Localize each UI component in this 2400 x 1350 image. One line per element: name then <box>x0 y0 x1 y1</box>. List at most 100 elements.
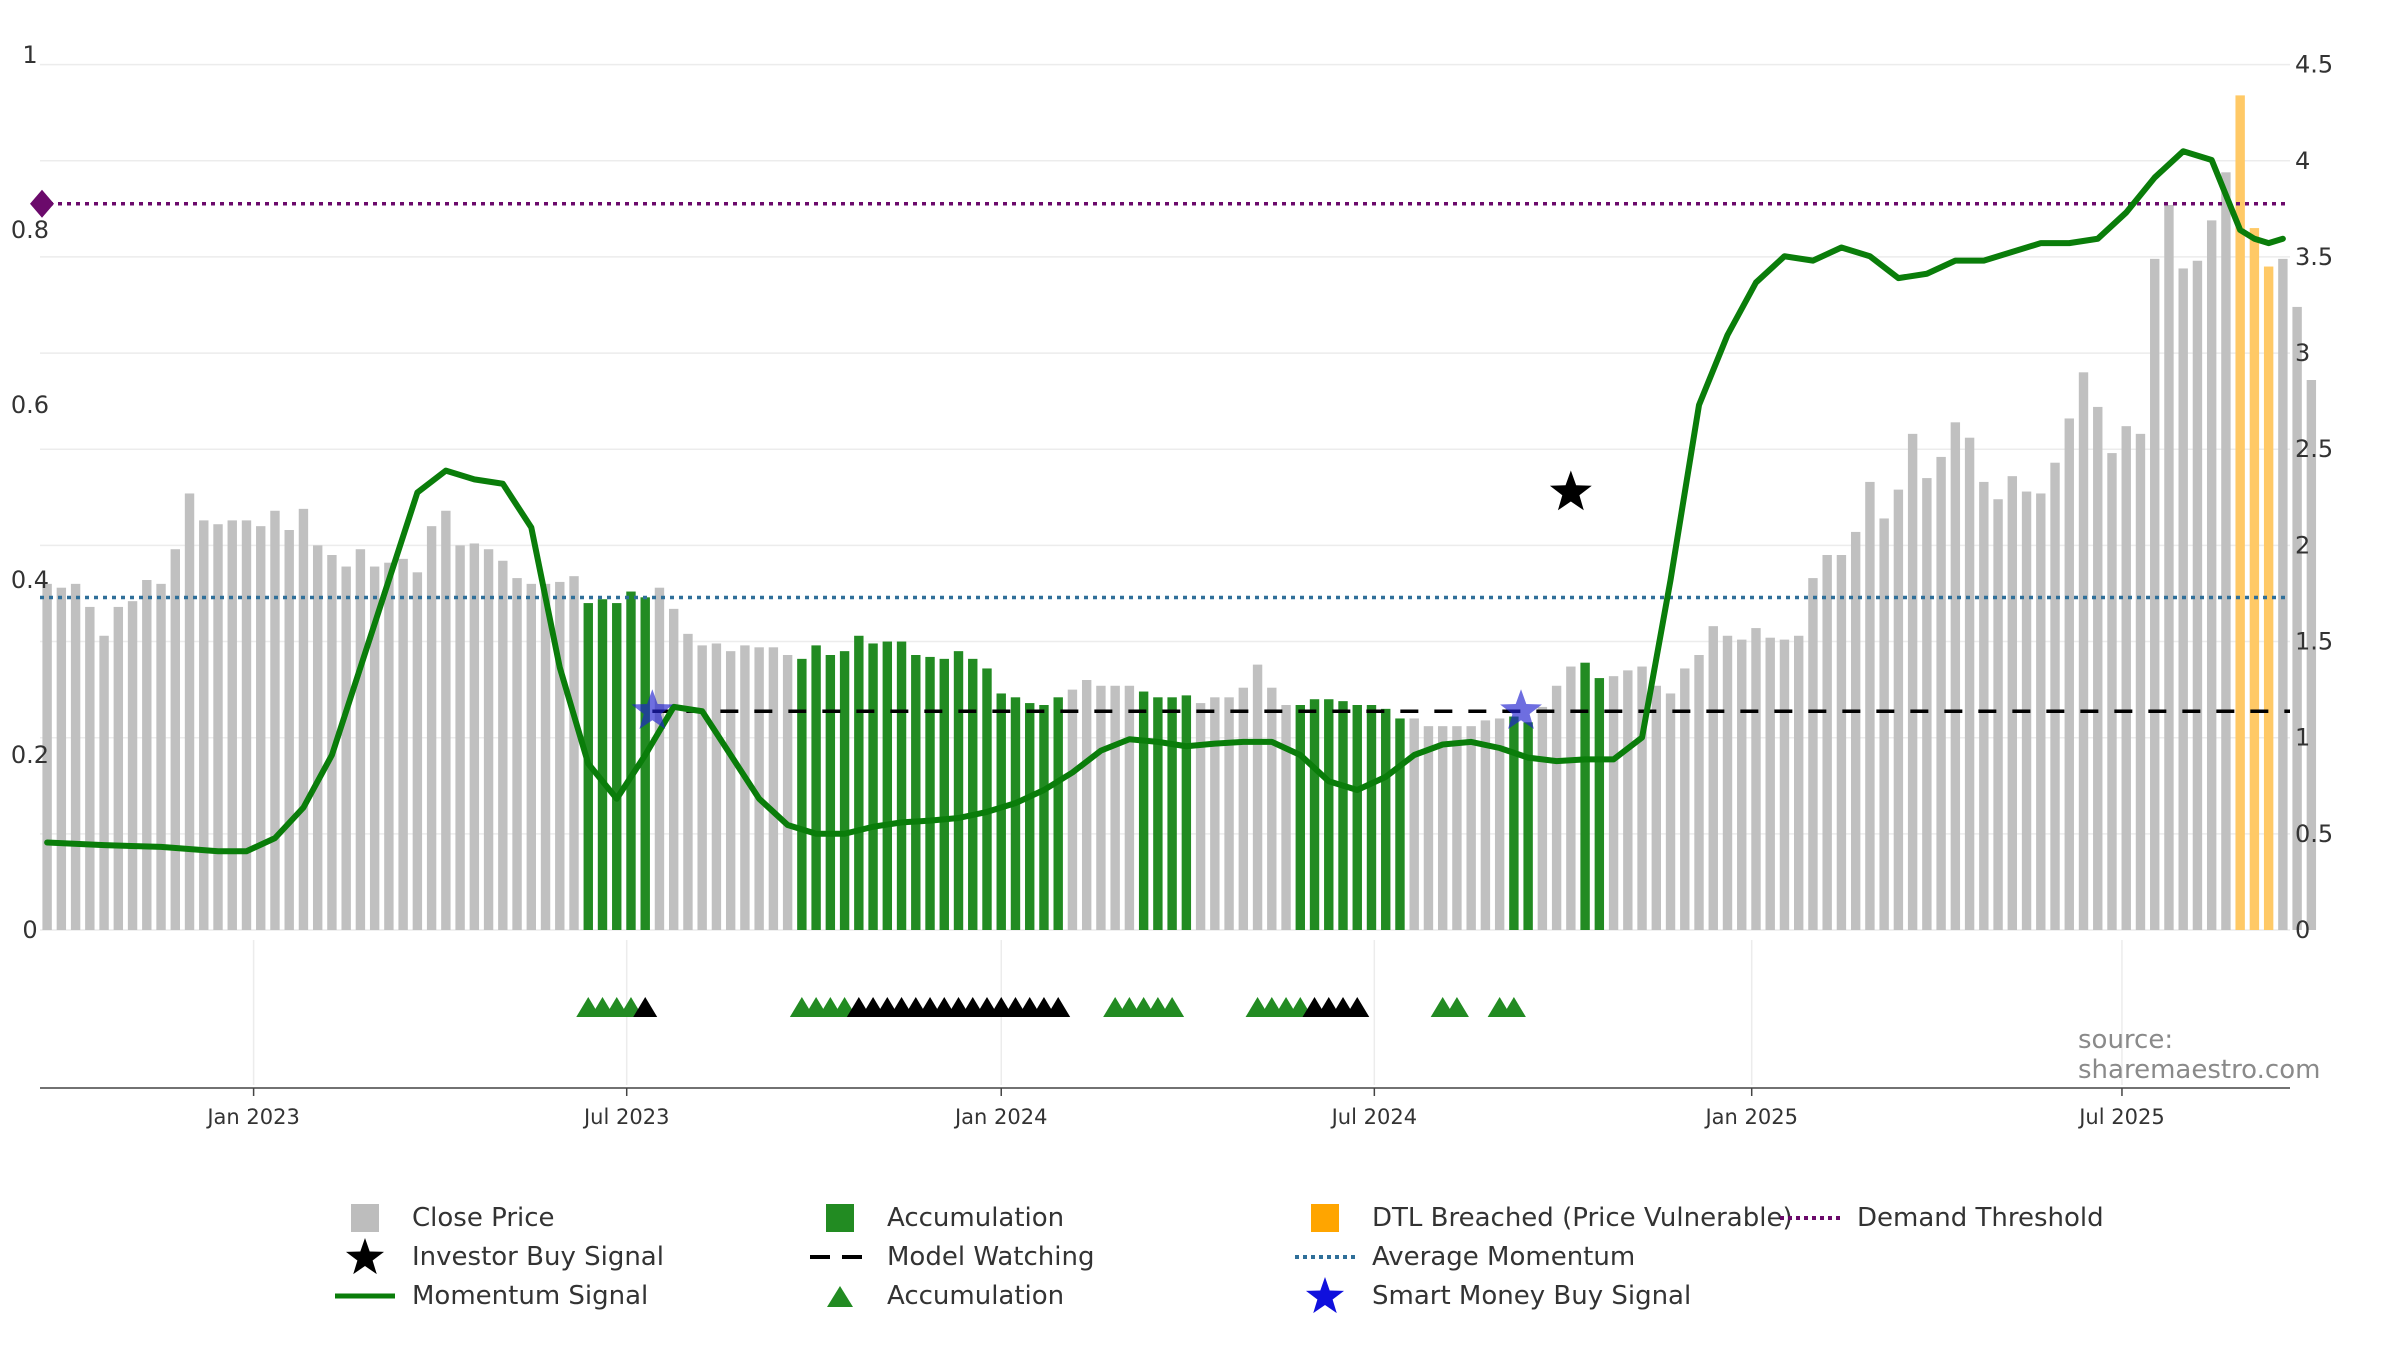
accumulation-bar <box>1324 699 1334 930</box>
close-price-bar <box>654 587 665 930</box>
close-price-bar <box>199 520 209 930</box>
left-tick-label: 0 <box>22 916 37 944</box>
accumulation-bar <box>1181 695 1192 930</box>
right-tick-label: 4 <box>2295 147 2310 175</box>
accumulation-bar <box>1167 697 1177 930</box>
close-price-bar <box>227 520 237 930</box>
close-price-bar <box>1566 666 1576 930</box>
accumulation-marker <box>1345 997 1370 1017</box>
close-price-bar <box>2292 306 2302 930</box>
close-price-bar <box>697 645 707 930</box>
right-tick-label: 4.5 <box>2295 51 2333 79</box>
right-tick-label: 1 <box>2295 724 2310 752</box>
right-tick-label: 1.5 <box>2295 628 2333 656</box>
close-price-bar <box>1836 555 1847 930</box>
close-price-bar <box>369 566 380 930</box>
left-tick-label: 0.6 <box>11 391 49 419</box>
close-price-bar <box>2164 205 2174 930</box>
accumulation-bar <box>839 651 850 930</box>
close-price-bar <box>2206 220 2217 930</box>
close-price-bar <box>85 606 95 930</box>
close-price-bar <box>512 578 522 930</box>
close-price-bar <box>1993 499 2003 930</box>
accumulation-bar <box>982 668 992 930</box>
close-price-bar <box>1893 489 1904 930</box>
close-price-bar <box>1751 628 1761 930</box>
x-tick-label: Jan 2023 <box>205 1105 300 1129</box>
close-price-bar <box>156 583 166 930</box>
close-price-bar <box>2192 260 2203 930</box>
accumulation-marker <box>1501 997 1526 1017</box>
close-price-bar <box>1765 637 1775 930</box>
close-price-bar <box>498 560 508 930</box>
price-bars <box>42 95 2317 931</box>
close-price-bar <box>1964 437 1975 930</box>
close-price-bar <box>256 526 266 930</box>
accumulation-bar <box>1025 703 1035 930</box>
accumulation-bar <box>1153 697 1163 930</box>
close-price-bar <box>782 655 793 930</box>
close-price-bar <box>1267 687 1277 930</box>
close-price-bar <box>1680 668 1690 930</box>
close-price-bar <box>1238 687 1249 930</box>
close-price-bar <box>1922 478 1932 930</box>
close-price-bar <box>2050 462 2060 930</box>
smart-money-buy-signal-marker <box>631 689 674 730</box>
accumulation-bar <box>597 599 608 930</box>
accumulation-bar <box>626 591 636 930</box>
source-label: source: sharemaestro.com <box>2078 1025 2321 1085</box>
close-price-bar <box>1779 639 1790 930</box>
close-price-bar <box>2278 258 2288 931</box>
accumulation-bar <box>640 597 650 930</box>
accumulation-bar <box>797 658 807 930</box>
close-price-bar <box>1409 718 1419 930</box>
close-price-bar <box>1224 697 1234 930</box>
close-price-bar <box>469 543 480 930</box>
close-price-bar <box>1950 422 1961 930</box>
accumulation-bar <box>825 655 836 930</box>
close-price-bar <box>683 633 693 930</box>
close-price-bar <box>1979 481 1989 930</box>
close-price-bar <box>312 545 323 930</box>
close-price-bar <box>1722 635 1733 930</box>
smart-money-buy-signal-marker <box>1500 689 1542 730</box>
accumulation-bar <box>1594 678 1605 930</box>
accumulation-bar <box>1395 718 1405 930</box>
close-price-bar <box>142 580 152 930</box>
close-price-bar <box>1210 697 1220 930</box>
close-price-bar <box>2121 426 2131 930</box>
close-price-bar <box>127 601 138 930</box>
close-price-bar <box>1480 720 1491 930</box>
close-price-bar <box>540 583 551 930</box>
accumulation-bar <box>925 656 935 930</box>
x-tick-label: Jul 2024 <box>1330 1105 1417 1129</box>
close-price-bar <box>2064 418 2074 930</box>
x-tick-label: Jul 2025 <box>2077 1105 2164 1129</box>
close-price-bar <box>1708 626 1718 930</box>
left-tick-label: 0.8 <box>11 216 49 244</box>
accumulation-bar <box>1053 697 1063 930</box>
close-price-bar <box>2306 380 2317 930</box>
accumulation-bar <box>911 655 921 930</box>
close-price-bar <box>483 549 494 930</box>
accumulation-bar <box>1138 691 1149 930</box>
accumulation-bar <box>1010 697 1021 930</box>
close-price-bar <box>1096 685 1106 930</box>
x-tick-label: Jan 2025 <box>1703 1105 1798 1129</box>
accumulation-marker <box>1160 997 1185 1017</box>
close-price-bar <box>1423 726 1434 930</box>
dtl-breached-bar <box>2263 266 2274 930</box>
close-price-bar <box>113 606 124 930</box>
close-price-bar <box>711 643 722 930</box>
signal-markers <box>576 470 1592 1017</box>
accumulation-bar <box>854 635 864 930</box>
close-price-bar <box>669 608 679 930</box>
close-price-bar <box>426 526 437 930</box>
close-price-bar <box>1694 655 1704 930</box>
close-price-bar <box>1936 456 1946 930</box>
axes: Jan 2023 Jul 2023 Jan 2024 Jul 2024 Jan 2025… <box>11 41 2333 1129</box>
close-price-bar <box>1466 726 1476 930</box>
close-price-bar <box>1067 689 1078 930</box>
left-tick-label: 1 <box>22 41 37 69</box>
close-price-bar <box>99 635 109 930</box>
